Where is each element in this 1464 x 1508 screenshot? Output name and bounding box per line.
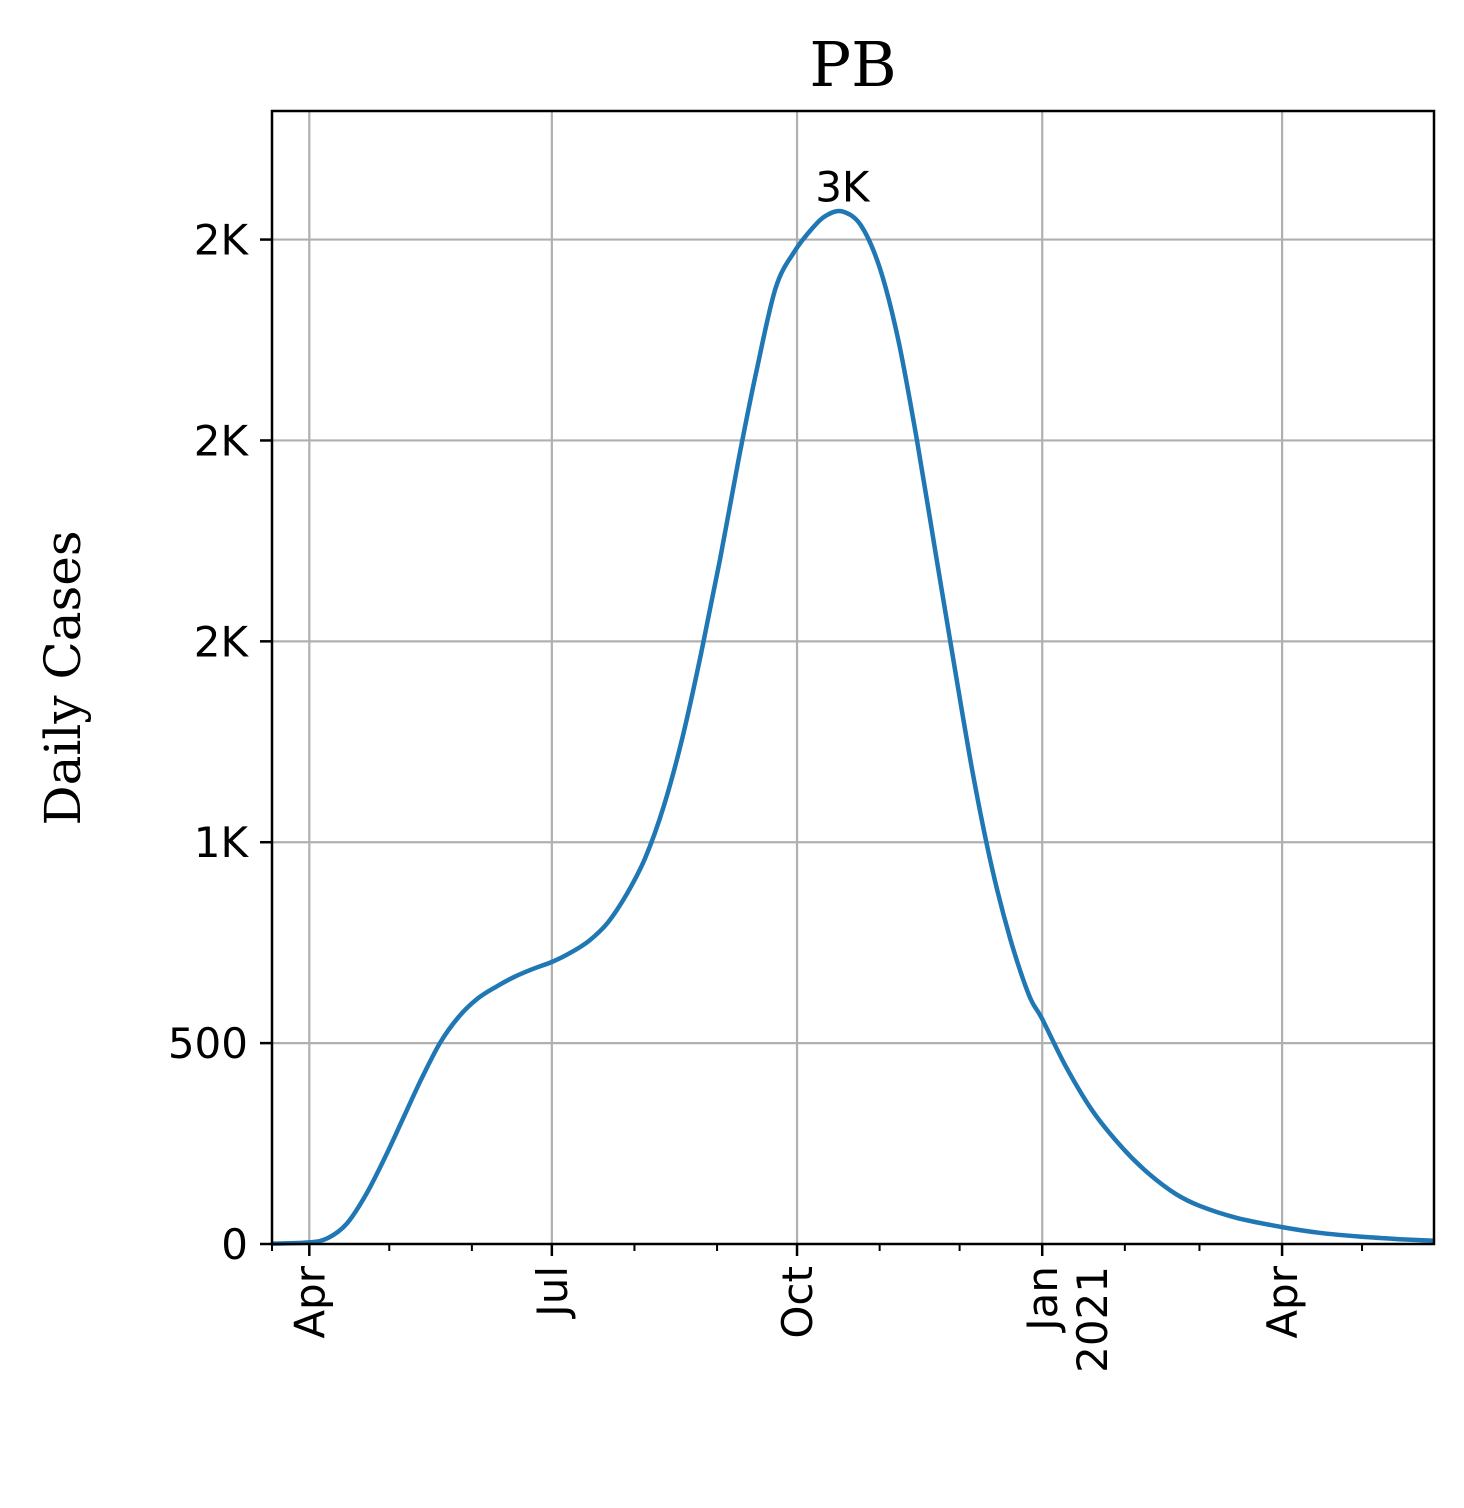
x-tick-label: Jan bbox=[1018, 1266, 1067, 1334]
plot-area bbox=[271, 208, 1435, 1246]
peak-annotation: 3K bbox=[815, 162, 871, 211]
grid bbox=[272, 111, 1434, 1244]
x-tick-label: Apr bbox=[1258, 1265, 1307, 1338]
y-tick-label: 2K bbox=[194, 617, 250, 666]
chart-title: PB bbox=[809, 28, 896, 101]
x-tick-label-year: 2021 bbox=[1068, 1266, 1117, 1373]
series-line bbox=[271, 208, 1435, 1246]
x-tick-label: Jul bbox=[528, 1266, 577, 1320]
y-tick-label: 0 bbox=[221, 1220, 248, 1269]
y-tick-label: 500 bbox=[168, 1019, 248, 1068]
y-tick-label: 1K bbox=[194, 818, 250, 867]
plot-frame bbox=[270, 109, 1436, 1246]
x-axis: Apr Jul Oct Jan 2021 Apr bbox=[271, 1244, 1364, 1373]
x-tick-label: Apr bbox=[285, 1265, 334, 1338]
x-tick-label: Oct bbox=[773, 1266, 822, 1339]
y-axis: 0 500 1K 2K 2K 2K bbox=[168, 216, 272, 1269]
y-tick-label: 2K bbox=[194, 216, 250, 265]
y-axis-label: Daily Cases bbox=[34, 531, 92, 826]
y-tick-label: 2K bbox=[194, 416, 250, 465]
